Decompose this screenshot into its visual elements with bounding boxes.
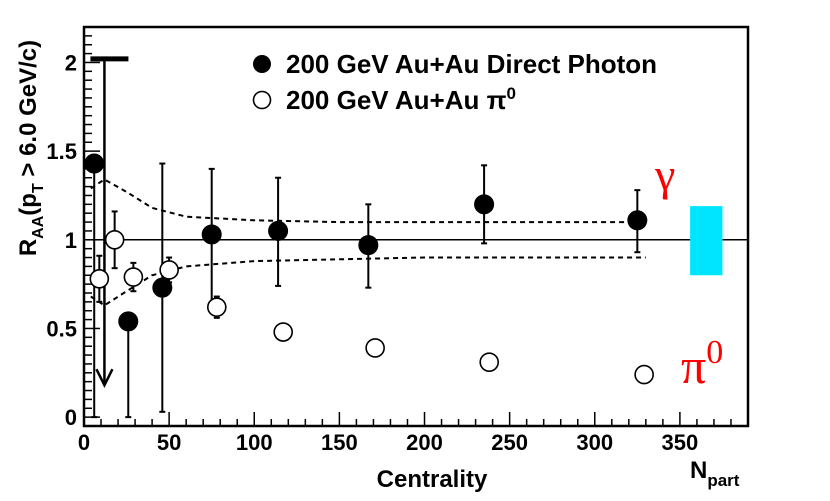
x-tick-label: 350 [662, 430, 699, 455]
y-axis-title: RAA(pT > 6.0 GeV/c) [15, 40, 47, 256]
pi0-point [365, 338, 385, 358]
photon-point [84, 153, 105, 174]
x-tick-label: 150 [321, 430, 358, 455]
y-tick-label: 1.5 [46, 139, 77, 164]
band-upper-curve [90, 178, 646, 224]
pi0-point [207, 297, 227, 317]
pi0-annotation-sup: 0 [706, 334, 723, 371]
photon-point [152, 277, 173, 298]
tick-marks [83, 26, 749, 426]
pi0-point [273, 322, 294, 342]
legend-pi0-marker [252, 90, 272, 110]
photon-point [358, 235, 379, 256]
x-axis-title: Centrality [377, 466, 488, 493]
normalization-box [690, 206, 723, 276]
photon-point [201, 224, 222, 245]
error-bars [91, 162, 641, 419]
legend-pi0-label: 200 GeV Au+Au π0 [286, 84, 516, 115]
x-unit-sub: part [707, 471, 739, 490]
systematic-band [90, 178, 646, 307]
upper-limit-arrowhead [95, 368, 114, 389]
y-title-t: T [30, 183, 47, 193]
y-tick-label: 1 [65, 228, 77, 253]
photon-point [268, 220, 289, 241]
photon-point [118, 311, 139, 332]
band-lower-curve [90, 256, 646, 307]
pi0-annotation: π0 [681, 334, 723, 394]
y-tick-label: 0.5 [46, 316, 77, 341]
pi0-point [159, 260, 179, 280]
y-tick-label: 2 [65, 50, 77, 75]
legend-photon-marker [253, 55, 271, 73]
gamma-annotation: γ [654, 149, 675, 200]
y-title-end: > 6.0 GeV/c) [15, 40, 42, 183]
x-tick-label: 300 [576, 430, 613, 455]
pi0-point [479, 352, 500, 372]
pi0-point [634, 364, 654, 385]
legend-pi0-sup: 0 [507, 84, 516, 103]
y-title-p: (p [15, 193, 42, 216]
data-points [84, 153, 654, 385]
y-title-aa: AA [30, 215, 47, 239]
legend-pi0-main: 200 GeV Au+Au π [286, 85, 507, 115]
y-title-r: R [15, 239, 42, 256]
tick-labels: 0 50 100 150 200 250 300 350 0 0.5 1 1.5 2 [46, 50, 698, 455]
photon-point [474, 194, 495, 215]
upper-limit-arrow [90, 56, 129, 389]
plot-frame [82, 25, 750, 428]
pi0-point [104, 230, 125, 250]
x-axis-unit: Npart [690, 457, 740, 490]
x-tick-label: 250 [491, 430, 528, 455]
pi0-annotation-base: π [681, 338, 706, 394]
legend-photon-label: 200 GeV Au+Au Direct Photon [286, 49, 657, 79]
x-tick-label: 200 [406, 430, 443, 455]
pi0-point [123, 267, 144, 287]
x-tick-label: 100 [236, 430, 273, 455]
x-tick-label: 0 [78, 430, 90, 455]
y-tick-label: 0 [65, 405, 77, 430]
x-unit-main: N [690, 457, 707, 484]
photon-point [627, 210, 648, 231]
pi0-point [89, 269, 110, 289]
x-tick-label: 50 [157, 430, 181, 455]
